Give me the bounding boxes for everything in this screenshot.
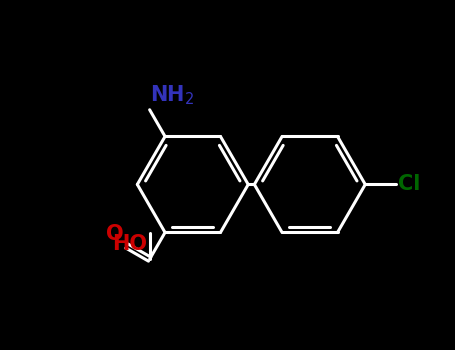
- Text: HO: HO: [112, 234, 147, 254]
- Text: NH$_2$: NH$_2$: [151, 84, 195, 107]
- Text: O: O: [106, 224, 124, 244]
- Text: Cl: Cl: [399, 174, 421, 195]
